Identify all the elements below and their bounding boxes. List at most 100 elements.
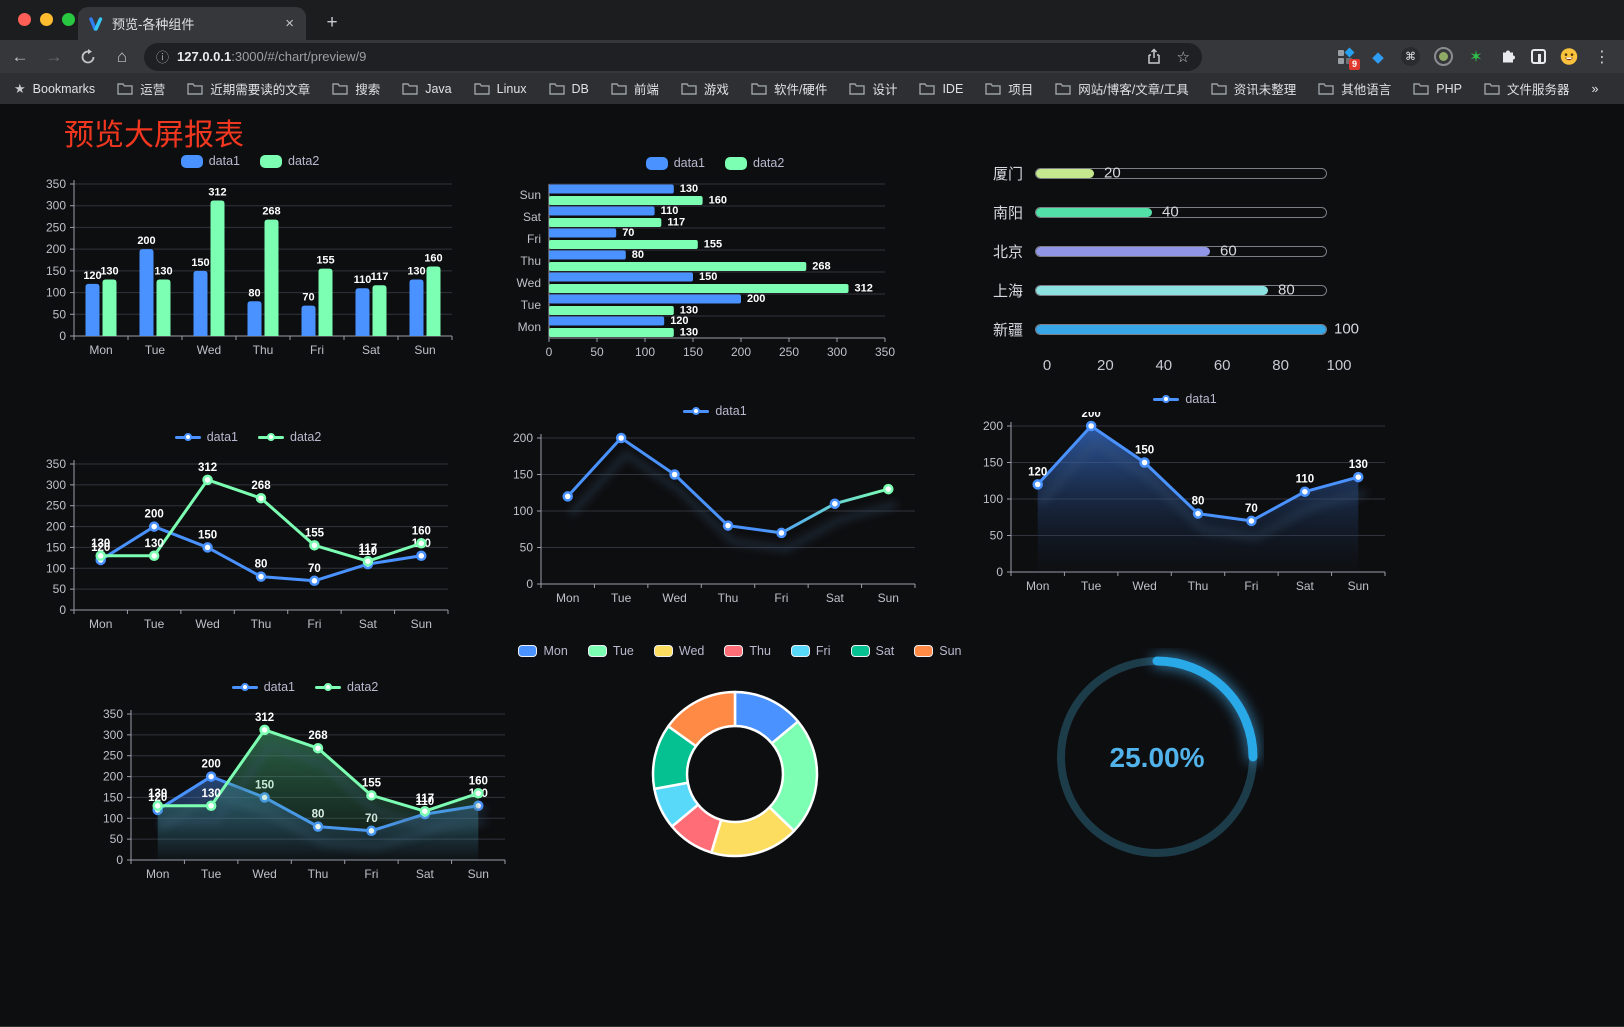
- svg-text:50: 50: [53, 582, 67, 596]
- bookmark-item[interactable]: 项目: [985, 79, 1033, 98]
- new-tab-button[interactable]: +: [326, 12, 338, 33]
- legend-label: Sat: [875, 644, 895, 658]
- bookmark-item[interactable]: 资讯未整理: [1211, 79, 1296, 98]
- gem-extension-icon[interactable]: ◆: [1372, 48, 1384, 66]
- legend-item-wed[interactable]: Wed: [653, 644, 705, 658]
- browser-menu-icon[interactable]: ⋮: [1594, 48, 1610, 66]
- legend-item-data1[interactable]: data1: [683, 404, 747, 418]
- url-text[interactable]: 127.0.0.1:3000/#/chart/preview/9: [177, 49, 367, 64]
- tab-close-icon[interactable]: ×: [285, 15, 294, 32]
- bookmark-item[interactable]: 软件/硬件: [751, 79, 827, 98]
- svg-text:120: 120: [83, 270, 101, 282]
- svg-text:160: 160: [412, 525, 431, 537]
- progress-track: 100: [1035, 321, 1359, 338]
- folder-icon: [1413, 83, 1429, 95]
- legend-item-sat[interactable]: Sat: [850, 644, 895, 658]
- svg-text:155: 155: [316, 255, 334, 267]
- legend-item-data1[interactable]: data1: [1153, 392, 1217, 406]
- legend-item-tue[interactable]: Tue: [587, 644, 634, 658]
- legend-label: Wed: [678, 644, 705, 658]
- folder-icon: [919, 83, 936, 95]
- svg-text:250: 250: [103, 749, 123, 763]
- legend-item-sun[interactable]: Sun: [914, 644, 962, 658]
- svg-text:Wed: Wed: [517, 276, 541, 290]
- back-icon[interactable]: ←: [11, 46, 29, 66]
- axis-tick-label: 0: [1042, 357, 1052, 374]
- legend-swatch: [653, 645, 673, 657]
- legend-item-data2[interactable]: data2: [260, 154, 319, 168]
- legend-item-data2[interactable]: data2: [258, 430, 321, 444]
- legend-label: Fri: [815, 644, 831, 658]
- folder-icon: [117, 83, 133, 95]
- site-favicon-icon: [88, 16, 104, 32]
- bookmark-item[interactable]: ★ Bookmarks: [14, 81, 95, 97]
- legend-item-fri[interactable]: Fri: [790, 644, 831, 658]
- bookmark-star-icon[interactable]: ☆: [1176, 48, 1190, 66]
- sidepanel-icon[interactable]: [1531, 49, 1546, 64]
- home-icon[interactable]: ⌂: [116, 46, 128, 66]
- legend-label: data2: [290, 430, 322, 444]
- svg-text:70: 70: [622, 227, 634, 239]
- bookmark-item[interactable]: 网站/博客/文章/工具: [1055, 79, 1189, 98]
- bookmark-item[interactable]: DB: [548, 81, 589, 96]
- legend-line-icon: [315, 683, 341, 691]
- legend-item-mon[interactable]: Mon: [518, 644, 568, 658]
- svg-text:130: 130: [100, 266, 118, 278]
- bookmark-item[interactable]: IDE: [919, 82, 963, 96]
- star-extension-icon[interactable]: ✶: [1469, 48, 1483, 66]
- legend-item-data2[interactable]: data2: [315, 680, 378, 694]
- address-bar[interactable]: ⓘ 127.0.0.1:3000/#/chart/preview/9 ☆: [144, 42, 1202, 71]
- bookmark-item[interactable]: 文件服务器: [1484, 79, 1569, 98]
- window-controls: [18, 13, 75, 26]
- svg-text:200: 200: [513, 431, 533, 445]
- legend-swatch: [850, 645, 870, 657]
- legend-label: data1: [263, 680, 295, 694]
- bookmark-item[interactable]: 设计: [849, 79, 897, 98]
- bookmark-item[interactable]: PHP: [1413, 82, 1462, 96]
- extension-grid-icon[interactable]: 9: [1337, 47, 1360, 70]
- command-extension-icon[interactable]: ⌘: [1401, 47, 1420, 66]
- bookmark-label: DB: [571, 81, 589, 96]
- bookmark-item[interactable]: 搜索: [332, 79, 380, 98]
- pie-slice-sun[interactable]: [667, 690, 737, 748]
- legend-item-data1[interactable]: data1: [180, 154, 240, 168]
- svg-text:300: 300: [827, 345, 847, 359]
- fullscreen-window-button[interactable]: [62, 13, 75, 26]
- share-icon[interactable]: [1147, 48, 1161, 65]
- bookmark-item[interactable]: Java: [402, 82, 452, 96]
- reload-icon[interactable]: [74, 43, 102, 71]
- legend-item-data1[interactable]: data1: [231, 680, 295, 694]
- bookmark-item[interactable]: 游戏: [681, 79, 729, 98]
- svg-text:Tue: Tue: [144, 617, 165, 631]
- bookmark-item[interactable]: 运营: [117, 79, 165, 98]
- legend-item-data1[interactable]: data1: [174, 430, 238, 444]
- folder-icon: [473, 83, 490, 95]
- puzzle-extensions-icon[interactable]: [1499, 48, 1517, 66]
- svg-text:200: 200: [747, 293, 765, 305]
- legend-swatch: [260, 154, 282, 168]
- svg-text:250: 250: [46, 220, 66, 234]
- legend-line-icon: [1153, 395, 1180, 403]
- svg-text:Mon: Mon: [146, 867, 169, 881]
- bookmark-item[interactable]: 近期需要读的文章: [187, 79, 310, 98]
- page-info-icon[interactable]: ⓘ: [156, 50, 170, 65]
- legend-item-thu[interactable]: Thu: [724, 644, 771, 658]
- bookmark-item[interactable]: »: [1591, 82, 1598, 96]
- legend-item-data1[interactable]: data1: [645, 156, 705, 170]
- svg-text:130: 130: [680, 305, 698, 317]
- profile-avatar[interactable]: [1560, 48, 1578, 66]
- legend-swatch: [724, 645, 744, 657]
- legend-item-data2[interactable]: data2: [725, 156, 784, 170]
- progress-bar-chart: 厦门 20 南阳 40 北京 60 上海 80 新疆 100 0 20 40 60 80 100: [985, 154, 1405, 386]
- svg-text:150: 150: [513, 468, 533, 482]
- bookmark-item[interactable]: Linux: [473, 82, 527, 96]
- bookmark-item[interactable]: 前端: [611, 79, 659, 98]
- record-extension-icon[interactable]: [1434, 47, 1453, 66]
- minimize-window-button[interactable]: [40, 13, 53, 26]
- bookmarks-bar: ★ Bookmarks 运营 近期需要读的文章 搜索 Java Linux DB 前端 游戏 软件/…: [0, 73, 1624, 104]
- bookmark-item[interactable]: 其他语言: [1318, 79, 1391, 98]
- folder-icon: [1055, 83, 1071, 95]
- browser-tab[interactable]: 预览-各种组件 ×: [78, 7, 306, 40]
- close-window-button[interactable]: [18, 13, 31, 26]
- forward-icon[interactable]: →: [45, 46, 63, 66]
